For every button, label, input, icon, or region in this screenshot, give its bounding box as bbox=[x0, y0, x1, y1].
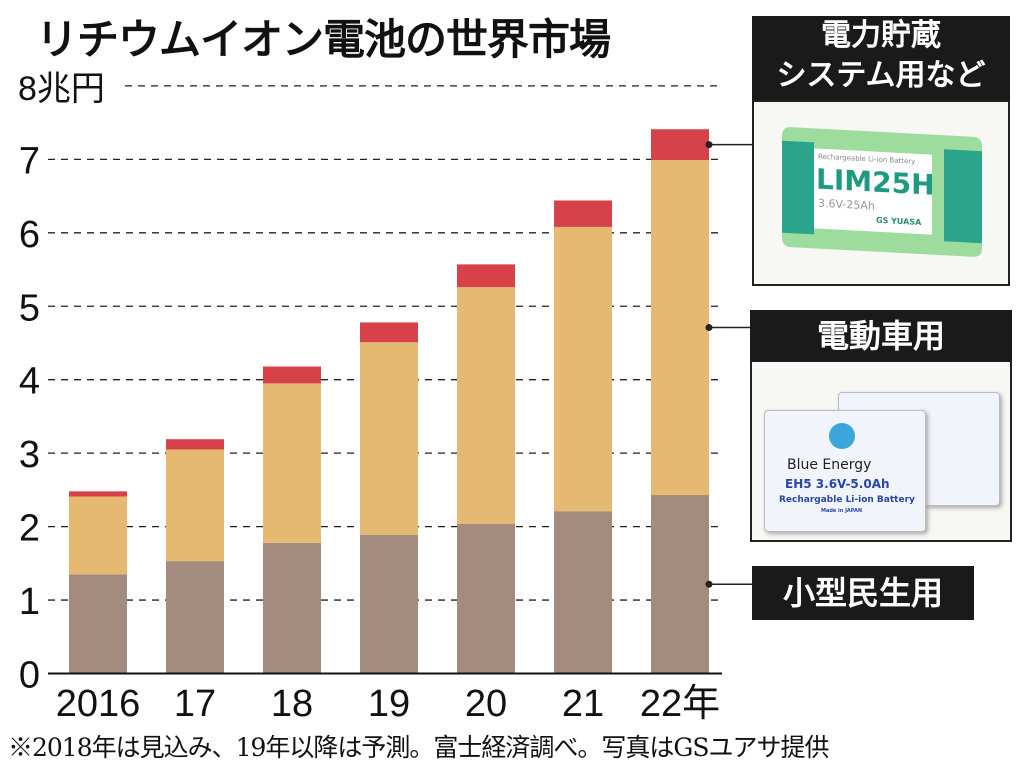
bar-segment-consumer bbox=[263, 542, 321, 674]
leader-line-storage-dot bbox=[705, 141, 713, 149]
bar-segment-ev bbox=[651, 160, 709, 496]
bar-segment-consumer bbox=[69, 574, 127, 674]
bar-segment-storage bbox=[651, 129, 709, 161]
bar-segment-storage bbox=[360, 322, 418, 343]
photo-model: LIM25H bbox=[816, 162, 935, 202]
leader-line-consumer-dot bbox=[705, 580, 713, 588]
y-tick-label: 4 bbox=[19, 361, 40, 403]
bar-segment-consumer bbox=[457, 523, 515, 674]
legend-consumer: 小型民生用 bbox=[752, 566, 974, 620]
bar-segment-ev bbox=[263, 383, 321, 543]
photo-spec: 3.6V-25Ah bbox=[818, 196, 875, 213]
legend-storage-line2: システム用など bbox=[776, 58, 986, 93]
bar-segment-storage bbox=[263, 366, 321, 384]
photo-brand: Blue Energy bbox=[787, 457, 872, 473]
y-tick-label: 1 bbox=[19, 581, 40, 623]
chart-title: リチウムイオン電池の世界市場 bbox=[36, 15, 611, 64]
y-tick-label: 2 bbox=[19, 508, 40, 550]
x-tick-label: 20 bbox=[465, 683, 507, 725]
bar-segment-ev bbox=[69, 496, 127, 575]
x-tick-label: 21 bbox=[562, 683, 604, 725]
photo-model: EH5 3.6V-5.0Ah bbox=[785, 477, 890, 491]
x-tick-label: 2016 bbox=[56, 683, 141, 725]
bar-segment-storage bbox=[69, 491, 127, 497]
y-tick-label: 3 bbox=[19, 434, 40, 476]
bar-segment-consumer bbox=[651, 495, 709, 674]
bar-segment-consumer bbox=[166, 561, 224, 674]
bar-segment-consumer bbox=[360, 534, 418, 674]
photo-brand: GS YUASA bbox=[876, 215, 922, 228]
ev-battery-photo: Blue Energy EH5 3.6V-5.0Ah Rechargable L… bbox=[750, 362, 1012, 542]
bar-segment-ev bbox=[360, 342, 418, 535]
legend-ev: 電動車用 bbox=[750, 310, 1012, 362]
legend-storage-line1: 電力貯蔵 bbox=[821, 18, 941, 53]
x-tick-label: 18 bbox=[271, 683, 313, 725]
y-tick-label: 6 bbox=[19, 214, 40, 256]
y-tick-label: 0 bbox=[19, 655, 40, 697]
legend-storage: 電力貯蔵 システム用など bbox=[752, 16, 1010, 100]
storage-battery-photo: Rechargeable Li-ion Battery LIM25H 3.6V-… bbox=[752, 100, 1010, 286]
leader-line-ev-dot bbox=[705, 324, 713, 332]
bar-segment-storage bbox=[166, 439, 224, 450]
x-tick-label: 22年 bbox=[640, 683, 720, 725]
bar-segment-storage bbox=[457, 264, 515, 288]
photo-made: Made in JAPAN bbox=[821, 508, 863, 514]
y-tick-label: 7 bbox=[19, 140, 40, 182]
x-tick-label: 19 bbox=[368, 683, 410, 725]
footnote: ※2018年は見込み、19年以降は予測。富士経済調べ。写真はGSユアサ提供 bbox=[8, 733, 830, 762]
photo-desc: Rechargable Li-ion Battery bbox=[779, 495, 915, 505]
bar-segment-storage bbox=[554, 200, 612, 227]
bar-segment-ev bbox=[554, 226, 612, 512]
bar-segment-consumer bbox=[554, 511, 612, 674]
bar-segment-ev bbox=[166, 449, 224, 562]
bar-segment-ev bbox=[457, 287, 515, 524]
y-tick-label: 8兆円 bbox=[18, 70, 105, 108]
x-tick-label: 17 bbox=[174, 683, 216, 725]
y-tick-label: 5 bbox=[19, 287, 40, 329]
